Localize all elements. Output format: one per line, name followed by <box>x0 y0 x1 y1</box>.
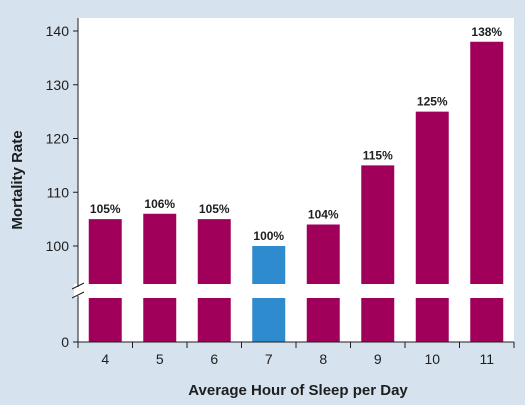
axis-break-mark-upper <box>71 282 85 290</box>
y-axis-title: Mortality Rate <box>9 130 26 229</box>
data-label-9: 115% <box>363 148 393 162</box>
bar-5 <box>143 213 177 342</box>
data-label-6: 105% <box>199 202 230 216</box>
axis-break-mark-lower <box>71 291 85 299</box>
x-tick-label-4: 4 <box>101 351 109 367</box>
bar-4 <box>88 219 122 342</box>
y-tick-label-130: 130 <box>46 77 70 93</box>
data-label-4: 105% <box>90 202 121 216</box>
y-tick-label-120: 120 <box>46 131 70 147</box>
y-tick-label-0: 0 <box>61 334 69 350</box>
axis-break-gap <box>74 284 514 298</box>
bar-9 <box>361 165 395 342</box>
y-tick-label-110: 110 <box>47 184 70 200</box>
data-label-7: 100% <box>253 229 284 243</box>
data-label-8: 104% <box>308 208 339 222</box>
x-axis-title: Average Hour of Sleep per Day <box>188 382 408 399</box>
x-tick-label-9: 9 <box>374 351 382 367</box>
data-label-10: 125% <box>417 95 448 109</box>
x-tick-label-6: 6 <box>210 351 218 367</box>
y-tick-label-100: 100 <box>46 238 70 254</box>
x-tick-label-8: 8 <box>319 351 327 367</box>
bar-10 <box>415 111 449 342</box>
x-tick-label-11: 11 <box>479 351 494 367</box>
y-tick-label-140: 140 <box>46 23 70 39</box>
data-label-11: 138% <box>471 25 502 39</box>
x-tick-label-5: 5 <box>156 351 164 367</box>
x-tick-label-7: 7 <box>265 351 273 367</box>
data-label-5: 106% <box>144 197 175 211</box>
x-tick-label-10: 10 <box>424 351 440 367</box>
bar-6 <box>197 219 231 342</box>
bar-8 <box>306 224 340 342</box>
